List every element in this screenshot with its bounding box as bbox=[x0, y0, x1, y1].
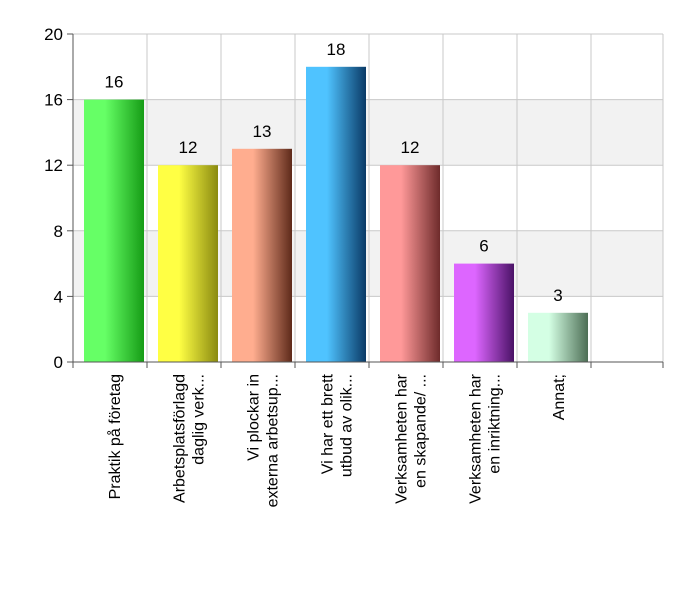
x-tick-label: en skapande/ ... bbox=[413, 374, 430, 488]
x-tick-label: en inriktning... bbox=[487, 374, 504, 474]
x-tick-label: Annat; bbox=[551, 374, 568, 420]
data-label: 6 bbox=[479, 237, 488, 256]
bar bbox=[232, 148, 292, 362]
y-tick-label: 0 bbox=[54, 353, 63, 372]
gridlines bbox=[73, 33, 664, 362]
x-tick-label: Verksamheten har bbox=[394, 373, 411, 504]
x-tick-label: Vi har ett brett bbox=[320, 373, 337, 474]
y-tick-label: 20 bbox=[44, 25, 63, 44]
bars bbox=[84, 66, 588, 363]
bar bbox=[380, 165, 440, 362]
y-axis-ticks: 0 4 8 12 16 20 bbox=[44, 25, 73, 372]
data-label: 13 bbox=[253, 122, 272, 141]
bar bbox=[158, 165, 218, 362]
grid-band bbox=[73, 99, 663, 166]
value-labels: 16 12 13 18 12 6 3 bbox=[105, 40, 563, 305]
x-tick-label: externa arbetsup... bbox=[265, 374, 282, 507]
y-tick-label: 8 bbox=[54, 222, 63, 241]
x-tick-label: Praktik på företag bbox=[106, 374, 124, 499]
y-tick-label: 16 bbox=[44, 91, 63, 110]
x-tick-label: Verksamheten har bbox=[468, 373, 485, 504]
data-label: 16 bbox=[105, 73, 124, 92]
data-label: 18 bbox=[327, 40, 346, 59]
data-label: 12 bbox=[179, 138, 198, 157]
x-tick-label: daglig verk... bbox=[191, 374, 208, 465]
data-label: 3 bbox=[553, 286, 562, 305]
bar bbox=[306, 66, 366, 363]
x-tick-label: utbud av olik... bbox=[339, 374, 356, 477]
data-label: 12 bbox=[401, 138, 420, 157]
bar bbox=[528, 312, 588, 362]
y-tick-label: 4 bbox=[54, 287, 63, 306]
axes bbox=[72, 34, 664, 368]
x-tick-label: Vi plockar in bbox=[246, 374, 263, 461]
x-tick-label: Arbetsplatsförlagd bbox=[172, 374, 189, 503]
bar bbox=[84, 99, 144, 362]
y-tick-label: 12 bbox=[44, 156, 63, 175]
bar bbox=[454, 263, 514, 362]
x-axis-labels: Praktik på företag Arbetsplatsförlagd dagl… bbox=[106, 373, 568, 507]
